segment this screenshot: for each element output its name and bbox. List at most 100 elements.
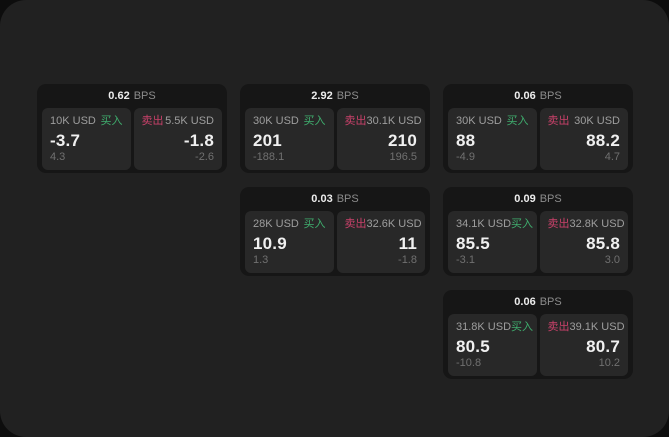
bps-header: 2.92 BPS: [240, 84, 430, 108]
sell-panel[interactable]: 卖出 30.1K USD 210 196.5: [336, 108, 425, 170]
quote-grid: 0.62 BPS 10K USD 买入 -3.7 4.3 卖出 5.5K USD: [37, 84, 633, 379]
sell-notional-label: 5.5K USD: [165, 115, 214, 127]
bps-unit-label: BPS: [336, 193, 359, 205]
sell-side-tag: 卖出: [344, 218, 367, 230]
quote-panels: 31.8K USD 买入 80.5 -10.8 卖出 39.1K USD 80.…: [443, 314, 633, 381]
sell-panel[interactable]: 卖出 39.1K USD 80.7 10.2: [539, 314, 628, 376]
buy-price-value: 88: [456, 131, 476, 150]
bps-unit-label: BPS: [539, 296, 562, 308]
sell-delta-value: 4.7: [604, 151, 620, 163]
buy-price-value: -3.7: [50, 131, 81, 150]
buy-delta-value: -10.8: [456, 357, 482, 369]
sell-panel-header: 卖出 5.5K USD: [142, 115, 215, 128]
sell-panel-header: 卖出 32.6K USD: [344, 218, 422, 231]
sell-side-tag: 卖出: [547, 321, 570, 333]
buy-panel-header: 28K USD 买入: [253, 218, 326, 231]
bps-value: 2.92: [311, 90, 333, 102]
sell-delta-value: -2.6: [195, 151, 214, 163]
sell-delta-value: 10.2: [598, 357, 620, 369]
sell-delta-value: 3.0: [604, 254, 620, 266]
sell-panel[interactable]: 卖出 32.8K USD 85.8 3.0: [539, 211, 628, 273]
buy-notional-label: 30K USD: [456, 115, 502, 127]
quote-panels: 28K USD 买入 10.9 1.3 卖出 32.6K USD 11 -1.8: [240, 211, 430, 278]
bps-unit-label: BPS: [336, 90, 359, 102]
buy-side-tag: 买入: [303, 115, 326, 127]
sell-notional-label: 32.6K USD: [366, 218, 422, 230]
bps-header: 0.03 BPS: [240, 187, 430, 211]
sell-notional-label: 30K USD: [574, 115, 620, 127]
buy-panel-header: 30K USD 买入: [456, 115, 529, 128]
bps-header: 0.09 BPS: [443, 187, 633, 211]
buy-notional-label: 28K USD: [253, 218, 299, 230]
quote-card: 0.06 BPS 30K USD 买入 88 -4.9 卖出 30K USD: [443, 84, 633, 173]
buy-panel[interactable]: 30K USD 买入 201 -188.1: [245, 108, 334, 170]
buy-notional-label: 34.1K USD: [456, 218, 512, 230]
bps-header: 0.62 BPS: [37, 84, 227, 108]
sell-side-tag: 卖出: [547, 218, 570, 230]
sell-panel-header: 卖出 32.8K USD: [547, 218, 625, 231]
buy-notional-label: 31.8K USD: [456, 321, 512, 333]
bps-value: 0.09: [514, 193, 536, 205]
buy-side-tag: 买入: [511, 218, 534, 230]
buy-delta-value: -4.9: [456, 151, 475, 163]
sell-notional-label: 30.1K USD: [366, 115, 422, 127]
buy-side-tag: 买入: [511, 321, 534, 333]
buy-notional-label: 10K USD: [50, 115, 96, 127]
bps-header: 0.06 BPS: [443, 290, 633, 314]
buy-panel-header: 10K USD 买入: [50, 115, 123, 128]
sell-price-value: 88.2: [586, 131, 620, 150]
buy-panel[interactable]: 10K USD 买入 -3.7 4.3: [42, 108, 131, 170]
bps-unit-label: BPS: [539, 90, 562, 102]
sell-notional-label: 39.1K USD: [569, 321, 625, 333]
bps-value: 0.06: [514, 296, 536, 308]
buy-panel-header: 30K USD 买入: [253, 115, 326, 128]
sell-panel[interactable]: 卖出 32.6K USD 11 -1.8: [336, 211, 425, 273]
buy-panel-header: 34.1K USD 买入: [456, 218, 533, 231]
sell-side-tag: 卖出: [141, 115, 164, 127]
buy-delta-value: -188.1: [253, 151, 285, 163]
buy-panel[interactable]: 31.8K USD 买入 80.5 -10.8: [448, 314, 537, 376]
sell-side-tag: 卖出: [547, 115, 570, 127]
quote-panels: 30K USD 买入 88 -4.9 卖出 30K USD 88.2 4.7: [443, 108, 633, 175]
sell-panel-header: 卖出 39.1K USD: [547, 321, 625, 334]
bps-value: 0.03: [311, 193, 333, 205]
buy-price-value: 85.5: [456, 234, 490, 253]
quote-card: 0.03 BPS 28K USD 买入 10.9 1.3 卖出 32.6K US…: [240, 187, 430, 276]
buy-panel[interactable]: 30K USD 买入 88 -4.9: [448, 108, 537, 170]
quote-panels: 30K USD 买入 201 -188.1 卖出 30.1K USD 210 1…: [240, 108, 430, 175]
sell-price-value: -1.8: [183, 131, 214, 150]
sell-price-value: 85.8: [586, 234, 620, 253]
sell-side-tag: 卖出: [344, 115, 367, 127]
buy-delta-value: -3.1: [456, 254, 475, 266]
buy-price-value: 10.9: [253, 234, 287, 253]
sell-panel-header: 卖出 30.1K USD: [344, 115, 422, 128]
buy-panel-header: 31.8K USD 买入: [456, 321, 533, 334]
sell-notional-label: 32.8K USD: [569, 218, 625, 230]
sell-price-value: 11: [398, 234, 417, 253]
buy-price-value: 80.5: [456, 337, 490, 356]
buy-panel[interactable]: 34.1K USD 买入 85.5 -3.1: [448, 211, 537, 273]
buy-notional-label: 30K USD: [253, 115, 299, 127]
bps-value: 0.06: [514, 90, 536, 102]
buy-price-value: 201: [253, 131, 282, 150]
buy-side-tag: 买入: [100, 115, 123, 127]
sell-price-value: 80.7: [586, 337, 620, 356]
quote-card: 0.06 BPS 31.8K USD 买入 80.5 -10.8 卖出 39.1…: [443, 290, 633, 379]
sell-price-value: 210: [388, 131, 417, 150]
sell-panel-header: 卖出 30K USD: [548, 115, 621, 128]
bps-value: 0.62: [108, 90, 130, 102]
bps-unit-label: BPS: [539, 193, 562, 205]
quote-panels: 10K USD 买入 -3.7 4.3 卖出 5.5K USD -1.8 -2.…: [37, 108, 227, 175]
sell-panel[interactable]: 卖出 30K USD 88.2 4.7: [539, 108, 628, 170]
buy-delta-value: 1.3: [253, 254, 269, 266]
quote-card: 0.09 BPS 34.1K USD 买入 85.5 -3.1 卖出 32.8K…: [443, 187, 633, 276]
bps-header: 0.06 BPS: [443, 84, 633, 108]
buy-delta-value: 4.3: [50, 151, 66, 163]
buy-panel[interactable]: 28K USD 买入 10.9 1.3: [245, 211, 334, 273]
quote-card: 2.92 BPS 30K USD 买入 201 -188.1 卖出 30.1K …: [240, 84, 430, 173]
sell-delta-value: 196.5: [389, 151, 417, 163]
sell-panel[interactable]: 卖出 5.5K USD -1.8 -2.6: [133, 108, 222, 170]
buy-side-tag: 买入: [506, 115, 529, 127]
sell-delta-value: -1.8: [398, 254, 417, 266]
